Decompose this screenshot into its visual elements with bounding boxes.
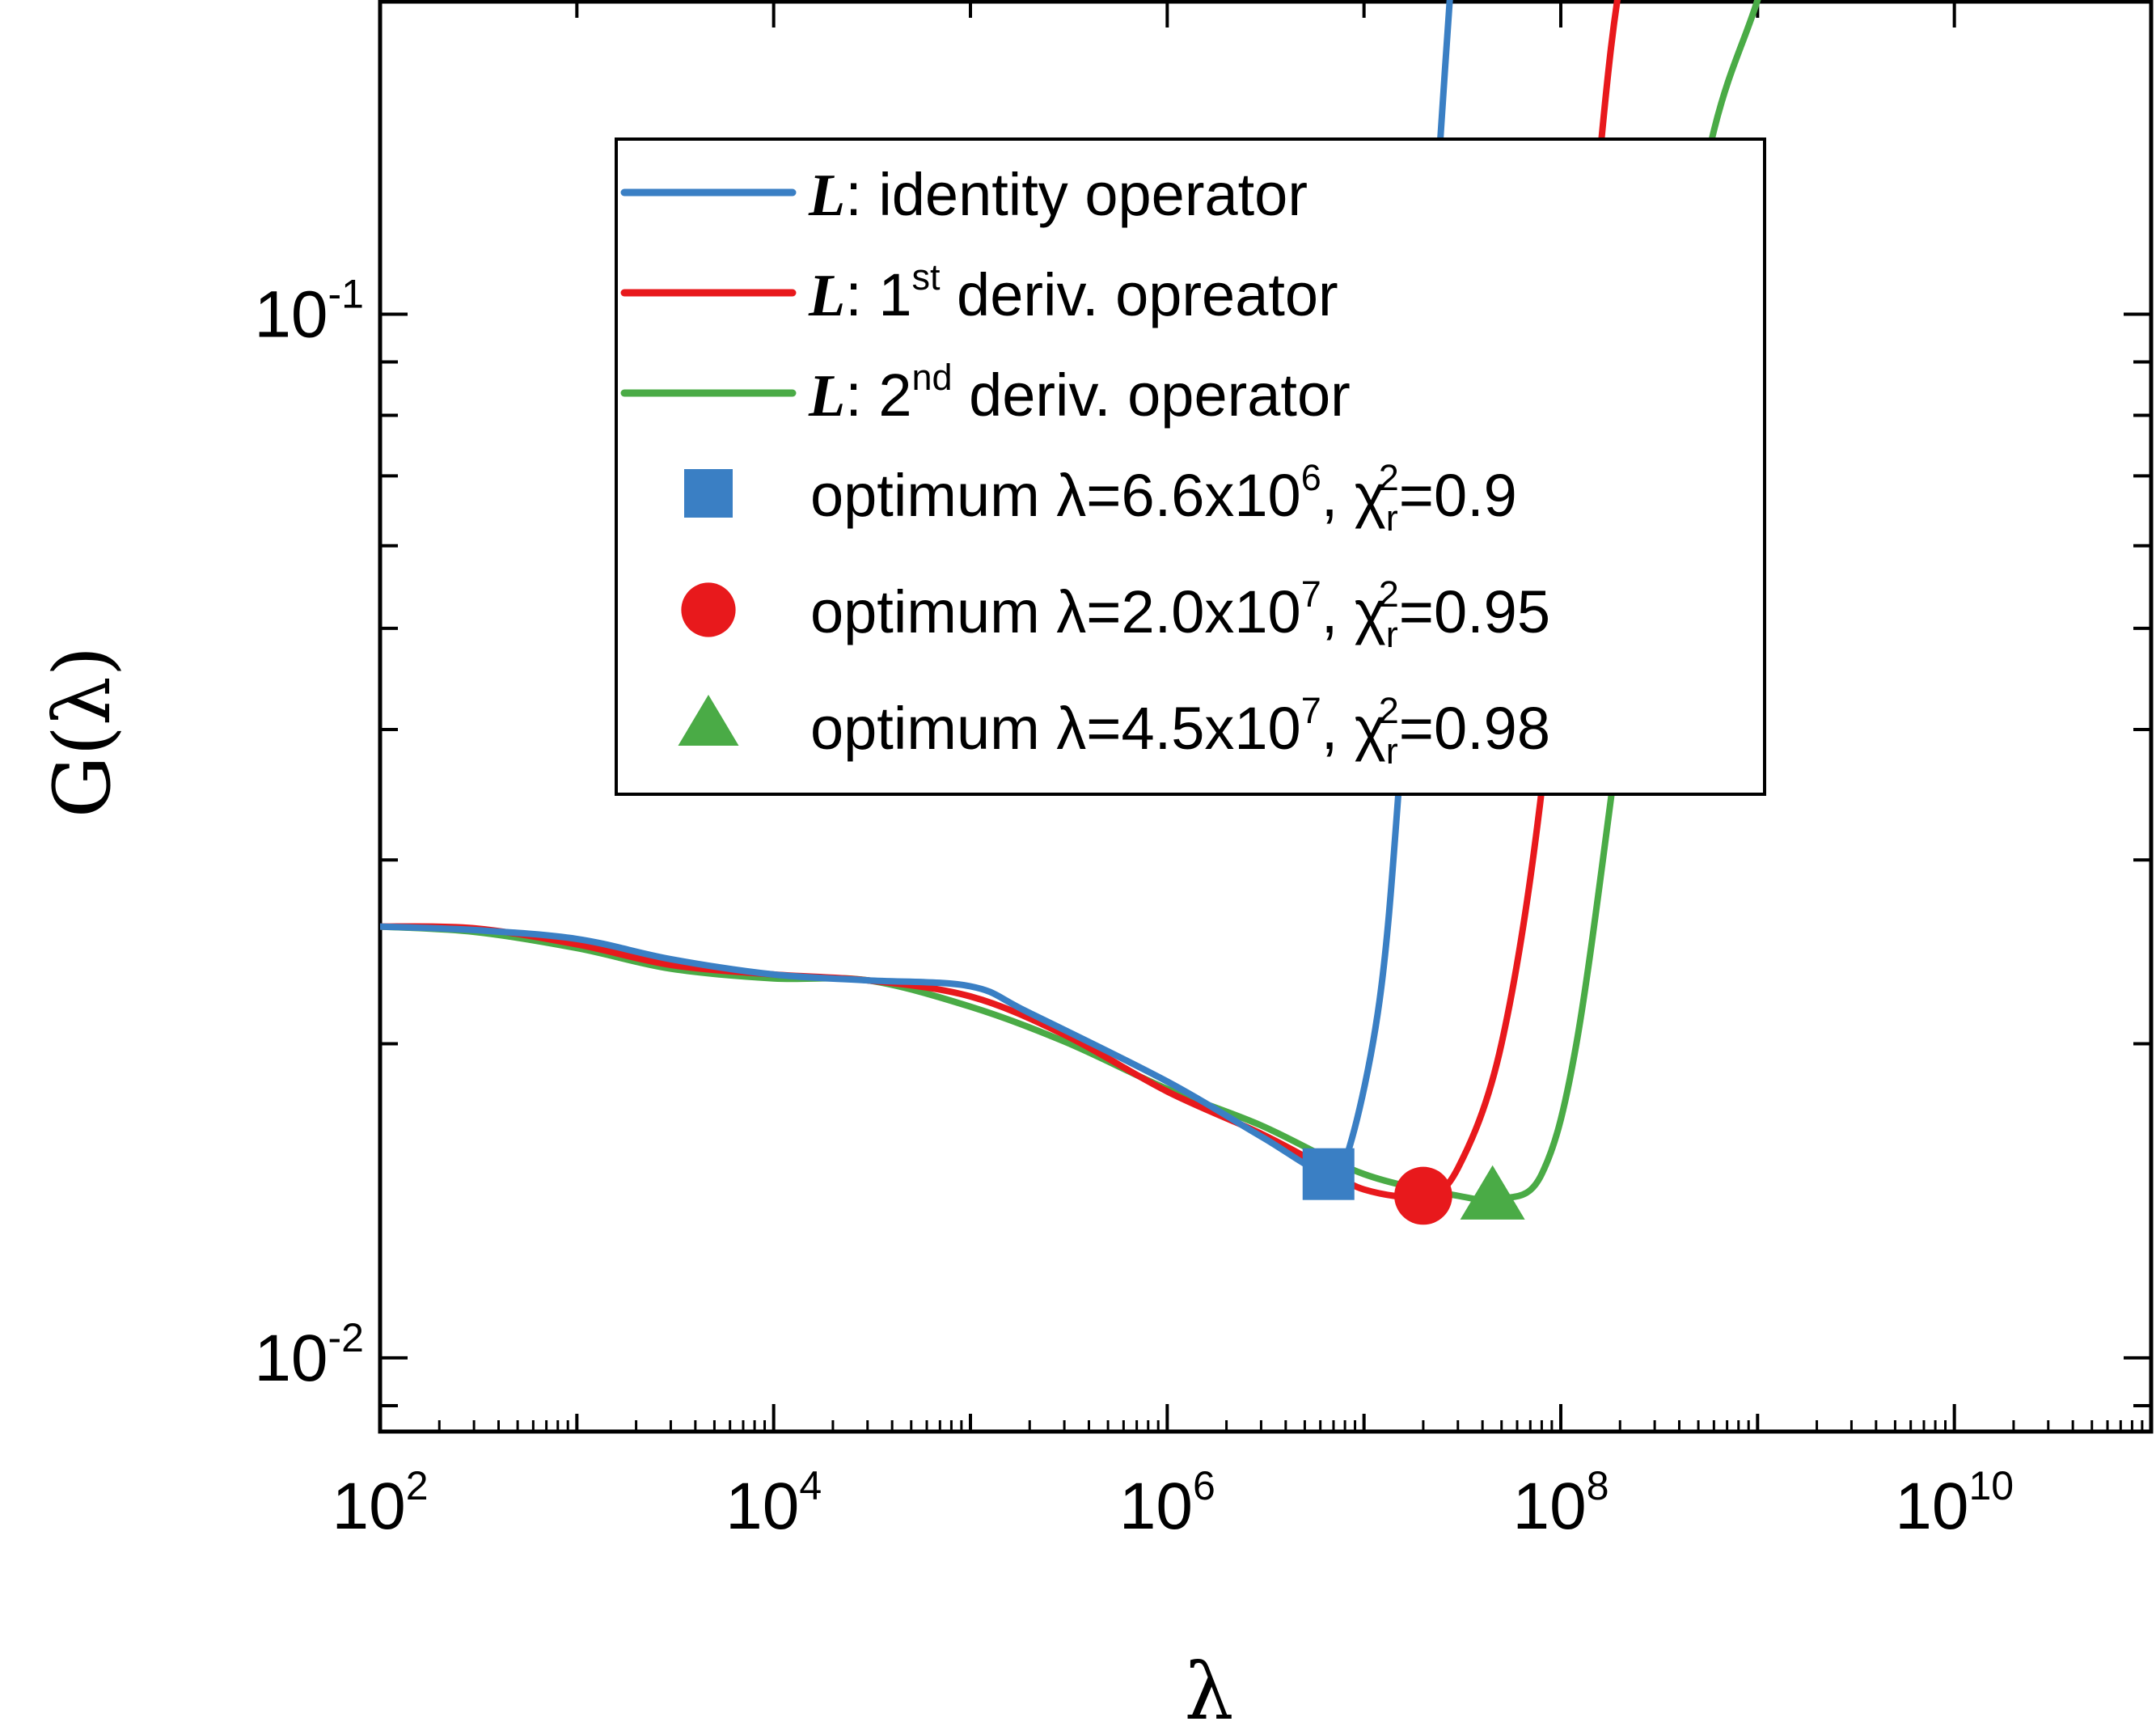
legend-label-2: L: 1st deriv. opreator xyxy=(808,256,1338,329)
plot-axes xyxy=(378,0,2154,1434)
optimum-marker-2 xyxy=(1394,1166,1452,1225)
legend-marker-3 xyxy=(678,694,739,746)
plot-frame xyxy=(378,0,2154,1434)
x-tick-label: 106 xyxy=(1119,1463,1215,1543)
marker-layer xyxy=(1302,1148,1525,1225)
x-tick-label: 102 xyxy=(332,1463,428,1543)
legend-label-1: L: identity operator xyxy=(808,161,1308,229)
legend-label-3: L: 2nd deriv. operator xyxy=(808,357,1351,429)
optimum-marker-3 xyxy=(1460,1165,1525,1220)
y-tick-label: 10-1 xyxy=(254,271,364,351)
x-tick-label: 1010 xyxy=(1895,1463,2014,1543)
legend-marker-2 xyxy=(681,582,736,637)
y-tick-label: 10-2 xyxy=(254,1315,364,1395)
x-axis-label: λ xyxy=(1185,1647,1234,1730)
legend: L: identity operator L: 1st deriv. opreat… xyxy=(615,137,1766,796)
x-tick-label: 108 xyxy=(1512,1463,1609,1543)
legend-optimum-label-1: optimum λ=6.6x106, χr2=0.9 xyxy=(810,457,1517,539)
optimum-marker-1 xyxy=(1302,1148,1355,1200)
axis-labels: 102 104 106 108 1010 10-2 10-1 λ G(λ) xyxy=(37,271,2014,1730)
x-tick-label: 104 xyxy=(725,1463,822,1543)
legend-box xyxy=(615,137,1766,796)
legend-optimum-label-2: optimum λ=2.0x107, χr2=0.95 xyxy=(810,573,1550,655)
y-axis-label: G(λ) xyxy=(37,646,128,818)
legend-optimum-label-3: optimum λ=4.5x107, χr2=0.98 xyxy=(810,690,1550,772)
legend-marker-1 xyxy=(684,469,733,518)
